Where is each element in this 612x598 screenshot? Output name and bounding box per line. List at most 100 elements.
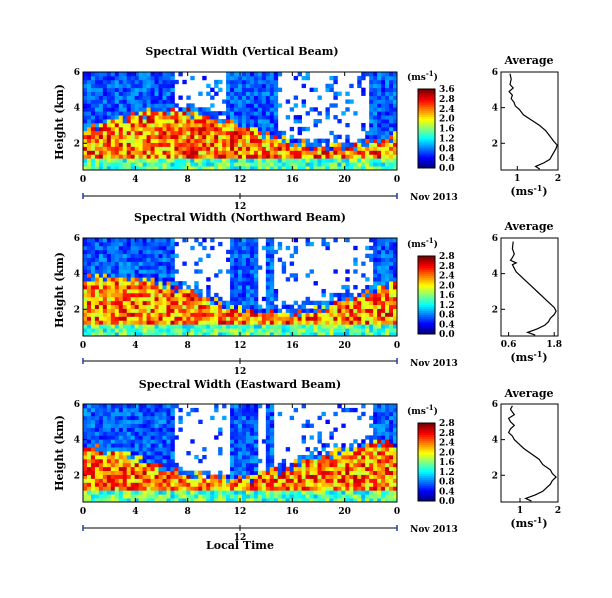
heatmap-cell [369, 451, 374, 456]
heatmap-cell [241, 281, 247, 286]
heatmap-cell [90, 454, 96, 460]
heatmap-cell [118, 466, 124, 472]
heatmap-cell [301, 466, 306, 472]
heatmap-cell [337, 296, 342, 302]
heatmap-cell [293, 458, 299, 464]
heatmap-cell [333, 332, 338, 337]
heatmap-cell [126, 332, 132, 337]
heatmap-cell [83, 411, 88, 417]
heatmap-cell [198, 470, 203, 475]
heatmap-cell [174, 482, 179, 487]
average-y-tick-label: 4 [492, 270, 498, 280]
heatmap-cell [214, 308, 219, 313]
heatmap-cell [118, 423, 124, 428]
heatmap-cell [110, 300, 116, 306]
heatmap-cell [353, 245, 358, 251]
x-tick-label: 20 [338, 175, 351, 185]
heatmap-cell [377, 439, 382, 444]
heatmap-cell [106, 269, 112, 274]
heatmap-cell [94, 494, 100, 499]
heatmap-cell [110, 273, 116, 278]
heatmap-cell [253, 87, 259, 92]
heatmap-cell [385, 458, 390, 464]
heatmap-cell [154, 162, 159, 167]
heatmap-cell [285, 490, 291, 495]
heatmap-cell [94, 122, 100, 128]
heatmap-cell [389, 126, 394, 132]
heatmap-cell [325, 478, 330, 483]
heatmap-cell [86, 103, 92, 108]
heatmap-cell [154, 470, 159, 475]
heatmap-cell [313, 87, 318, 92]
heatmap-cell [281, 304, 287, 309]
heatmap-cell [269, 87, 275, 92]
heatmap-cell [269, 316, 275, 321]
heatmap-cell [126, 494, 132, 499]
heatmap-cell [238, 265, 243, 270]
heatmap-cell [98, 83, 104, 89]
heatmap-cell [142, 458, 147, 464]
heatmap-cell [138, 91, 144, 96]
heatmap-cell [365, 466, 370, 472]
heatmap-cell [293, 328, 299, 333]
heatmap-cell [130, 91, 136, 96]
heatmap-cell [285, 328, 291, 333]
heatmap-cell [253, 249, 259, 255]
heatmap-cell [206, 300, 211, 306]
heatmap-cell [321, 304, 326, 309]
heatmap-cell [190, 162, 195, 167]
heatmap-cell [341, 304, 346, 309]
heatmap-cell [102, 439, 108, 444]
colorbar-unit: (ms-1) [407, 69, 438, 83]
heatmap-cell [281, 458, 287, 464]
heatmap-cell [158, 296, 163, 302]
heatmap-cell [146, 474, 151, 479]
heatmap-cell [214, 91, 219, 96]
heatmap-cell [142, 324, 147, 329]
heatmap-cell [249, 415, 255, 421]
colorbar-step [418, 448, 435, 451]
heatmap-cell [273, 324, 279, 329]
heatmap-cell [265, 308, 271, 313]
heatmap-cell [174, 494, 179, 499]
heatmap-cell [98, 162, 104, 167]
heatmap-cell [150, 494, 155, 499]
heatmap-cell [214, 404, 219, 409]
heatmap-cell [230, 304, 235, 309]
heatmap-cell [241, 486, 247, 491]
heatmap-cell [377, 238, 382, 243]
heatmap-cell [238, 486, 243, 491]
heatmap-cell [373, 423, 378, 428]
heatmap-cell [277, 482, 283, 487]
heatmap-cell [257, 142, 263, 147]
heatmap-cell [150, 146, 155, 151]
heatmap-cell [182, 292, 187, 298]
heatmap-cell [178, 427, 183, 432]
heatmap-cell [373, 419, 378, 424]
heatmap-cell [385, 245, 390, 251]
heatmap-cell [369, 103, 374, 108]
heatmap-cell [146, 454, 151, 460]
heatmap-cell [134, 265, 140, 270]
heatmap-cell [94, 454, 100, 460]
heatmap-cell [94, 166, 100, 171]
heatmap-cell [357, 154, 362, 159]
heatmap-cell [158, 75, 163, 81]
heatmap-cell [83, 328, 88, 333]
heatmap-cell [86, 478, 92, 483]
heatmap-cell [122, 166, 128, 171]
heatmap-cell [94, 466, 100, 472]
heatmap-cell [230, 435, 235, 440]
heatmap-cell [142, 427, 147, 432]
heatmap-cell [377, 95, 382, 100]
heatmap-cell [377, 72, 382, 77]
heatmap-cell [114, 435, 120, 440]
heatmap-cell [90, 320, 96, 325]
heatmap-cell [389, 288, 394, 294]
heatmap-cell [297, 304, 302, 309]
heatmap-cell [122, 119, 128, 124]
heatmap-cell [122, 447, 128, 452]
heatmap-cell [289, 478, 295, 483]
heatmap-cell [222, 490, 227, 495]
heatmap-cell [142, 83, 147, 89]
